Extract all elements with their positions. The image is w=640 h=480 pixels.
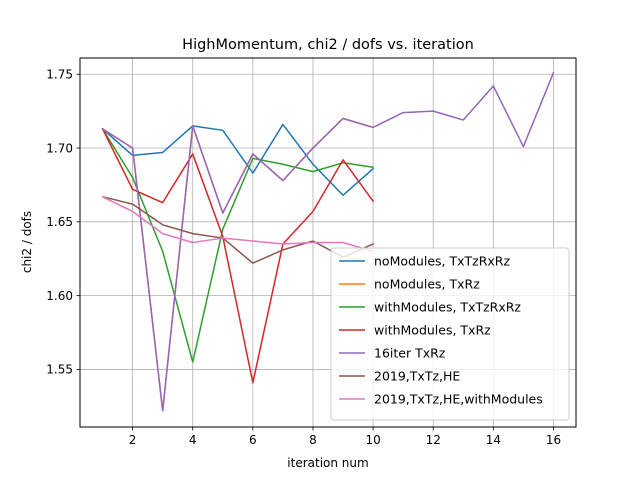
legend-entry: noModules, TxRz bbox=[374, 277, 480, 292]
y-tick-label: 1.60 bbox=[46, 289, 73, 303]
y-tick-label: 1.65 bbox=[46, 215, 73, 229]
series-line-4 bbox=[101, 127, 375, 384]
legend-entry: withModules, TxTzRxRz bbox=[374, 300, 521, 315]
x-tick-label: 16 bbox=[546, 433, 561, 447]
series-lines bbox=[101, 71, 555, 412]
legend-entry: 16iter TxRz bbox=[374, 346, 446, 361]
y-tick-label: 1.75 bbox=[46, 68, 73, 82]
y-tick-label: 1.70 bbox=[46, 141, 73, 155]
x-tick-label: 6 bbox=[249, 433, 257, 447]
series-line-5 bbox=[101, 71, 555, 412]
legend-entry: noModules, TxTzRxRz bbox=[374, 254, 510, 269]
x-tick-label: 8 bbox=[309, 433, 317, 447]
series-line-1 bbox=[101, 123, 375, 197]
y-tick-label: 1.55 bbox=[46, 363, 73, 377]
axis-ticks: 2 4 6 8 10 12 14 16 1.55 1.60 1.65 1.70 1.75 bbox=[46, 68, 561, 447]
series-line-6 bbox=[101, 195, 375, 264]
legend-entry: withModules, TxRz bbox=[374, 323, 491, 338]
x-tick-label: 10 bbox=[365, 433, 380, 447]
legend: noModules, TxTzRxRz noModules, TxRz withMo… bbox=[330, 247, 570, 421]
plot-frame bbox=[79, 57, 577, 428]
legend-entry: 2019,TxTz,HE,withModules bbox=[374, 392, 543, 407]
x-tick-label: 14 bbox=[486, 433, 501, 447]
x-tick-label: 4 bbox=[189, 433, 197, 447]
x-axis-label: iteration num bbox=[287, 456, 368, 470]
x-tick-label: 12 bbox=[426, 433, 441, 447]
x-tick-label: 2 bbox=[129, 433, 137, 447]
y-axis-label: chi2 / dofs bbox=[20, 211, 34, 273]
series-line-7 bbox=[101, 195, 375, 253]
chart-title: HighMomentum, chi2 / dofs vs. iteration bbox=[182, 37, 474, 53]
legend-box bbox=[330, 247, 570, 421]
legend-entry: 2019,TxTz,HE bbox=[374, 369, 460, 384]
